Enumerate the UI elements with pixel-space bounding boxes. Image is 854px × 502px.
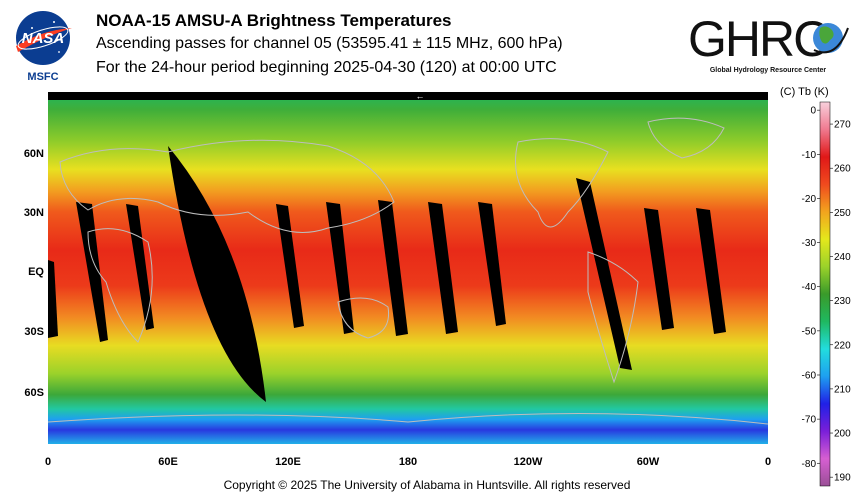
lon-label-180: 180 [398, 456, 418, 468]
colorbar-kelvin-tick: 190 [834, 473, 851, 484]
svg-text:NASA: NASA [22, 30, 65, 47]
colorbar-celsius-tick: -60 [802, 370, 817, 381]
orbit-direction-arrow: ← [416, 92, 425, 101]
copyright-text: Copyright © 2025 The University of Alaba… [223, 478, 631, 492]
svg-text:Global Hydrology Resource Cent: Global Hydrology Resource Center [710, 67, 827, 74]
lat-label-30n: 30N [23, 207, 44, 219]
colorbar-kelvin-tick: 260 [834, 164, 851, 175]
period-line: For the 24-hour period beginning 2025-04… [96, 59, 557, 76]
page-subtitle: Ascending passes for channel 05 (53595.4… [96, 35, 563, 52]
lat-label-30s: 30S [24, 326, 44, 338]
colorbar-celsius-tick: -30 [802, 238, 817, 249]
title-block: NOAA-15 AMSU-A Brightness Temperatures A… [96, 10, 563, 80]
lon-label-120w: 120W [513, 456, 543, 468]
colorbar-celsius-tick: -10 [802, 150, 817, 161]
brightness-temperature-map: ← [48, 92, 768, 444]
colorbar-kelvin-tick: 230 [834, 296, 851, 307]
lat-label-60n: 60N [23, 148, 44, 160]
colorbar-celsius-tick: 0 [810, 106, 816, 117]
ghrc-logo: GHRC Global Hydrology Resource Center [688, 11, 849, 74]
colorbar-celsius-tick: -80 [802, 459, 817, 470]
colorbar-kelvin-tick: 200 [834, 429, 851, 440]
page-title: NOAA-15 AMSU-A Brightness Temperatures [96, 11, 452, 30]
lon-label-60w: 60W [636, 456, 660, 468]
lon-label-0-right: 0 [764, 456, 772, 468]
colorbar-header: (C) Tb (K) [780, 86, 829, 98]
colorbar-celsius-tick: -40 [802, 282, 817, 293]
colorbar: 270 260 250 240 230 220 210 200 190 0 -10 -20 -30 -40… [802, 101, 851, 487]
lat-label-eq: EQ [28, 266, 44, 278]
colorbar-celsius-tick: -50 [802, 326, 817, 337]
colorbar-celsius-tick: -70 [802, 415, 817, 426]
colorbar-kelvin-tick: 250 [834, 208, 851, 219]
lon-label-0-left: 0 [44, 456, 52, 468]
lon-label-120e: 120E [275, 456, 301, 468]
colorbar-kelvin-tick: 270 [834, 120, 851, 131]
colorbar-celsius-tick: -20 [802, 194, 817, 205]
colorbar-kelvin-tick: 210 [834, 384, 851, 395]
colorbar-kelvin-tick: 220 [834, 340, 851, 351]
svg-text:GHRC: GHRC [688, 11, 828, 67]
colorbar-kelvin-tick: 240 [834, 252, 851, 263]
svg-text:MSFC: MSFC [27, 71, 58, 83]
nasa-logo: NASA MSFC [16, 11, 72, 83]
lat-label-60s: 60S [24, 387, 44, 399]
lon-label-60e: 60E [158, 456, 178, 468]
